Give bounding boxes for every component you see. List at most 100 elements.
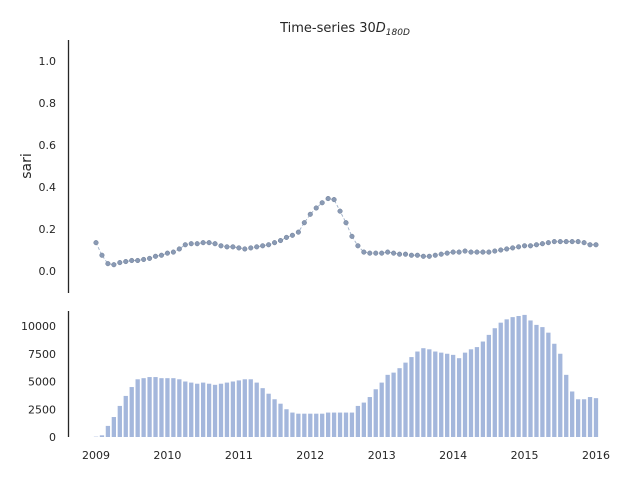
sari-point (135, 257, 141, 264)
sari-point (575, 239, 581, 245)
bar (522, 314, 527, 437)
bar (206, 383, 212, 437)
sari-point (218, 243, 224, 249)
bar (516, 316, 521, 437)
bar (195, 383, 200, 437)
bottom-y-tick-label: 0 (49, 431, 56, 444)
bar (337, 412, 343, 437)
bar (427, 349, 432, 437)
bar (570, 391, 575, 437)
bar (331, 412, 337, 437)
bar (480, 341, 486, 437)
sari-point (539, 241, 545, 247)
sari-point (379, 250, 385, 256)
bar (468, 349, 474, 437)
sari-point (420, 253, 426, 259)
bar (123, 395, 128, 437)
sari-point (212, 241, 218, 247)
sari-point (230, 244, 236, 250)
x-tick-labels: 2009 2010 2011 2012 2013 2014 2015 2016 (82, 449, 610, 462)
bar (498, 322, 503, 437)
sari-line (95, 198, 596, 266)
sari-point (319, 200, 325, 206)
bar (391, 372, 396, 437)
sari-point (456, 249, 462, 255)
bar (421, 348, 426, 437)
bar (373, 389, 378, 437)
bar (111, 417, 116, 437)
sari-point (563, 239, 569, 245)
bar (284, 409, 289, 437)
x-tick-label: 2010 (153, 449, 181, 462)
bar (343, 412, 349, 437)
sari-point (200, 240, 206, 246)
bar (325, 412, 331, 437)
bar (587, 397, 593, 437)
x-tick-label: 2013 (368, 449, 396, 462)
top-y-tick-label: 0.8 (39, 97, 57, 110)
bar (189, 382, 194, 437)
bar (409, 357, 414, 437)
sari-point (129, 257, 135, 264)
top-y-tick-label: 0.2 (39, 223, 57, 236)
sari-point (367, 250, 373, 256)
sari-point (557, 239, 563, 245)
sari-point (194, 241, 200, 247)
sari-point (93, 240, 99, 246)
sari-point (361, 249, 367, 255)
sari-point (450, 249, 456, 255)
sari-point (444, 250, 450, 256)
bar (445, 353, 450, 437)
sari-point (527, 243, 534, 249)
bar (510, 317, 515, 437)
bar (474, 347, 480, 437)
chart-title-math: D (376, 21, 386, 36)
sari-point (504, 246, 510, 252)
sari-point (587, 242, 593, 248)
sari-point (188, 241, 194, 247)
x-tick-label: 2009 (82, 449, 110, 462)
top-y-tick-label: 1.0 (39, 55, 57, 68)
sari-point (170, 249, 176, 255)
sari-point (182, 242, 188, 248)
bar (177, 379, 182, 437)
bar (272, 399, 277, 437)
bar (135, 379, 140, 437)
sari-point (117, 260, 123, 266)
sari-point (492, 248, 498, 254)
sari-point (414, 252, 420, 258)
sari-point (426, 253, 432, 259)
bar (296, 413, 301, 437)
x-tick-label: 2011 (225, 449, 253, 462)
bar (492, 328, 497, 437)
bar (593, 398, 599, 437)
sari-point (432, 252, 438, 258)
bottom-y-tick-label: 7500 (28, 348, 56, 361)
sari-point (164, 250, 170, 256)
sari-point (474, 249, 480, 255)
bar (236, 380, 241, 437)
bottom-y-tick-label: 2500 (28, 403, 56, 416)
sari-point (468, 249, 474, 255)
bar (224, 382, 230, 437)
sari-point (581, 240, 587, 246)
top-y-tick-label: 0.6 (39, 139, 57, 152)
bar (105, 425, 111, 437)
x-tick-label: 2015 (511, 449, 539, 462)
sari-point (516, 244, 522, 250)
bar (183, 381, 188, 437)
sari-point (551, 239, 557, 245)
sari-point (343, 220, 349, 226)
bar (564, 374, 569, 437)
sari-point (438, 251, 444, 257)
sari-point (510, 245, 516, 251)
bar (99, 435, 105, 437)
bar (171, 378, 176, 437)
sari-point (206, 240, 212, 246)
bottom-y-tick-label: 5000 (28, 376, 56, 389)
bar (355, 405, 361, 437)
bar (558, 353, 563, 437)
bar (201, 382, 206, 437)
sari-point (408, 252, 415, 258)
